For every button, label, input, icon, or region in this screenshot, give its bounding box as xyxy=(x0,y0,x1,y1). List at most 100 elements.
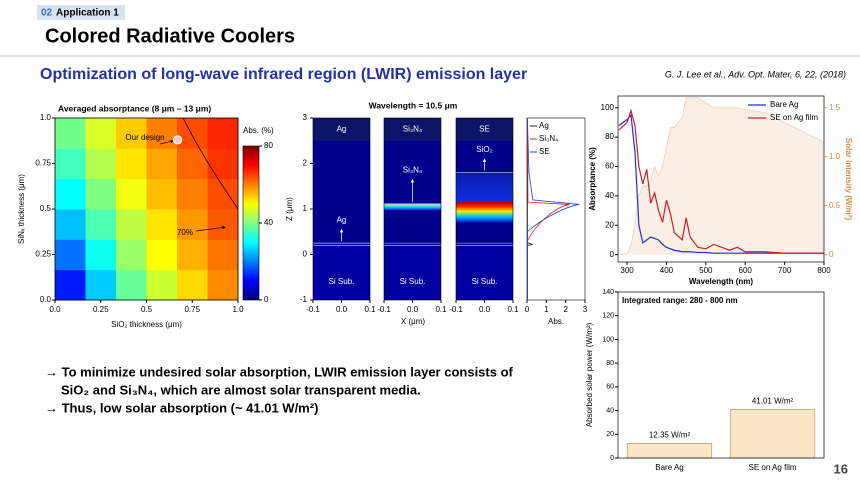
heat-cell xyxy=(146,178,178,210)
x-tick-label: 0.25 xyxy=(93,305,109,314)
y-tick-label: 20 xyxy=(606,431,614,438)
field-top xyxy=(456,118,513,141)
value-label: 41.01 W/m² xyxy=(752,396,794,405)
heat-cell xyxy=(177,269,208,301)
field-sub xyxy=(384,245,441,300)
heat-cell xyxy=(116,118,147,149)
x-tick-label: 0.1 xyxy=(507,305,519,314)
x-axis-label: Abs. xyxy=(548,317,564,326)
plot-frame xyxy=(617,95,825,263)
y-tick-label: 0 xyxy=(610,455,614,462)
layer-label: Si₃N₄ xyxy=(403,165,422,174)
heat-cell xyxy=(207,178,239,210)
x-tick-label: -0.1 xyxy=(449,305,463,314)
series-line xyxy=(618,108,824,254)
heat-cell xyxy=(177,148,208,180)
legend-label: Si₃N₄ xyxy=(539,134,558,143)
x-tick-label: 0.1 xyxy=(435,305,447,314)
field-top-layer xyxy=(456,172,513,203)
y-tick-label: 60 xyxy=(605,162,614,171)
annotation: Our design xyxy=(125,133,164,142)
y-tick-label: 100 xyxy=(601,103,615,112)
y-tick-label: 100 xyxy=(602,336,614,343)
y-axis-label: Absorbed solar power (W/m²) xyxy=(585,322,594,427)
abs-frame xyxy=(526,117,586,301)
heat-cell xyxy=(116,239,147,271)
heat-cell xyxy=(85,239,117,271)
heat-cell xyxy=(85,209,117,240)
y2-tick-label: 1.5 xyxy=(829,103,841,112)
heat-cell xyxy=(177,239,208,271)
x-tick-label: 700 xyxy=(778,266,792,275)
x-axis-label: SiO₂ thickness (μm) xyxy=(111,320,182,329)
design-marker xyxy=(173,135,183,145)
heat-cell xyxy=(116,209,147,240)
citation: G. J. Lee et al., Adv. Opt. Mater, 6, 22… xyxy=(665,69,846,79)
y-tick-label: -1 xyxy=(300,295,308,304)
x-tick-label: 600 xyxy=(739,266,753,275)
x-tick-label: 0.1 xyxy=(364,305,376,314)
y-tick-label: 0.5 xyxy=(40,204,52,213)
contour-line xyxy=(182,117,239,210)
legend-label: SE on Ag film xyxy=(770,113,818,122)
heat-cell xyxy=(55,118,86,149)
heat-cell xyxy=(177,118,208,149)
substrate-label: Si Sub. xyxy=(400,277,426,286)
legend-label: Ag xyxy=(539,121,549,130)
y-tick-label: 20 xyxy=(605,220,614,229)
legend-label: SE xyxy=(539,147,550,156)
heat-cell xyxy=(207,118,239,149)
x-tick-label: 0.0 xyxy=(49,305,61,314)
field-sub xyxy=(313,245,370,300)
substrate-label: Si Sub. xyxy=(472,277,498,286)
panel-title: SE xyxy=(479,124,490,133)
y2-axis-label: Solar intensity (W/m²) xyxy=(844,138,853,221)
annotation-arrow xyxy=(159,139,175,145)
heat-cell xyxy=(207,269,239,301)
heat-cell xyxy=(85,118,117,149)
section-tag xyxy=(37,5,125,20)
x-tick-label: 0.0 xyxy=(407,305,419,314)
heat-cell xyxy=(146,209,178,240)
y-tick-label: 40 xyxy=(605,191,614,200)
x-tick-label: 0 xyxy=(525,305,530,314)
y2-tick-label: 0.5 xyxy=(829,201,841,210)
solar-line xyxy=(619,97,825,256)
x-tick-label: 1 xyxy=(544,305,549,314)
abs-profile xyxy=(526,117,570,300)
section-name: Application 1 xyxy=(56,8,119,19)
subtitle: Optimization of long-wave infrared regio… xyxy=(40,66,527,83)
heat-cell xyxy=(146,239,178,271)
x-tick-label: SE on Ag film xyxy=(748,463,796,472)
heat-cell xyxy=(55,148,86,180)
y2-tick-label: 0 xyxy=(829,250,834,259)
panel-title: Ag xyxy=(337,124,347,133)
chart-title: Wavelength = 10.5 μm xyxy=(369,100,458,110)
x-tick-label: 300 xyxy=(620,266,634,275)
abs-profile xyxy=(526,117,580,300)
chart-title: Averaged absorptance (8 μm – 13 μm) xyxy=(58,103,211,113)
section-number: 02 xyxy=(41,8,53,19)
y-tick-label: 140 xyxy=(602,289,614,296)
heat-cell xyxy=(177,209,208,240)
y-tick-label: 80 xyxy=(605,132,614,141)
bullet: → Thus, low solar absorption (~ 41.01 W/… xyxy=(45,400,318,415)
y-tick-label: 60 xyxy=(606,384,614,391)
x-axis-label: Wavelength (nm) xyxy=(689,277,753,286)
panel-title: Si₃N₄ xyxy=(403,124,422,133)
y-tick-label: 120 xyxy=(602,313,614,320)
page-number: 16 xyxy=(834,461,848,476)
field-band xyxy=(456,202,513,223)
field-top xyxy=(384,118,441,141)
heat-cell xyxy=(146,269,178,301)
x-tick-label: 2 xyxy=(563,305,568,314)
heat-cell xyxy=(55,269,86,301)
bar xyxy=(729,409,816,459)
heat-cell xyxy=(85,148,117,180)
heat-cell xyxy=(116,269,147,301)
legend-label: Bare Ag xyxy=(770,100,798,109)
x-axis-label: X (μm) xyxy=(401,317,425,326)
x-tick-label: 3 xyxy=(583,305,588,314)
colorbar-label: Abs. (%) xyxy=(243,126,274,135)
heat-cell xyxy=(207,209,239,240)
